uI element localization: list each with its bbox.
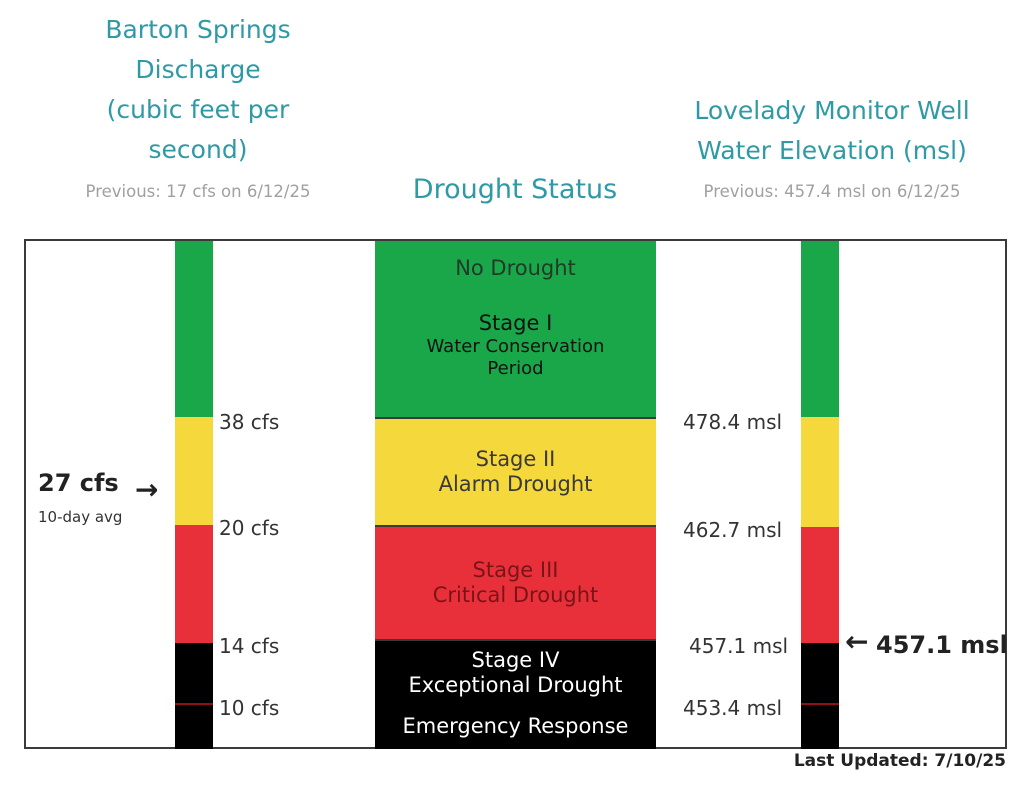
stage-2: Stage II Alarm Drought: [375, 417, 656, 525]
stage-label: No Drought: [455, 256, 576, 281]
discharge-tick: 38 cfs: [219, 410, 280, 434]
stage-label: Emergency Response: [402, 714, 629, 739]
discharge-title: Barton Springs Discharge (cubic feet per…: [88, 10, 308, 170]
stage-label: Exceptional Drought: [408, 673, 623, 697]
current-discharge-sublabel: 10-day avg: [38, 508, 123, 526]
elevation-title-line: Water Elevation (msl): [697, 136, 967, 165]
stage-3: Stage III Critical Drought: [375, 525, 656, 639]
discharge-title-line: Discharge: [135, 55, 261, 84]
elevation-bar-yellow: [801, 417, 839, 527]
elevation-tick: 462.7 msl: [683, 518, 783, 542]
elevation-bar-green: [801, 241, 839, 417]
stage-label: Stage II: [475, 446, 556, 471]
current-elevation-label: 457.1 msl: [876, 631, 1008, 659]
stage-1: Stage I Water Conservation Period: [375, 297, 656, 417]
elevation-bar: [801, 241, 839, 749]
discharge-bar-yellow: [175, 417, 213, 525]
elevation-tick: 478.4 msl: [683, 410, 783, 434]
elevation-bar-red: [801, 527, 839, 643]
elevation-arrow-icon: ←: [845, 625, 869, 658]
discharge-title-line: (cubic feet per: [106, 95, 290, 124]
last-updated: Last Updated: 7/10/25: [793, 751, 1006, 771]
discharge-arrow-icon: →: [135, 473, 159, 506]
discharge-tick: 14 cfs: [219, 634, 280, 658]
stage-label: Stage III: [472, 557, 559, 582]
discharge-bar-green: [175, 241, 213, 417]
elevation-emergency-line: [801, 703, 839, 705]
drought-status-title: Drought Status: [412, 174, 618, 205]
stage-no-drought: No Drought: [375, 241, 656, 297]
discharge-title-line: second): [148, 135, 248, 164]
elevation-bar-black: [801, 643, 839, 749]
drought-status-column: No Drought Stage I Water Conservation Pe…: [375, 241, 656, 749]
discharge-tick: 20 cfs: [219, 516, 280, 540]
stage-label: Period: [487, 357, 544, 379]
discharge-bar-black: [175, 643, 213, 749]
discharge-previous: Previous: 17 cfs on 6/12/25: [85, 182, 311, 201]
stage-label: Stage IV: [471, 647, 560, 672]
discharge-bar: [175, 241, 213, 749]
elevation-tick: 457.1 msl: [689, 634, 789, 658]
stage-emergency: Emergency Response: [375, 705, 656, 749]
discharge-tick: 10 cfs: [219, 696, 280, 720]
current-discharge-label: 27 cfs: [38, 469, 119, 497]
stage-4: Stage IV Exceptional Drought: [375, 639, 656, 705]
stage-label: Critical Drought: [432, 583, 599, 607]
discharge-emergency-line: [175, 703, 213, 705]
stage-label: Alarm Drought: [438, 472, 593, 496]
stage-label: Stage I: [478, 311, 553, 335]
stage-label: Water Conservation: [426, 336, 605, 358]
elevation-title: Lovelady Monitor Well Water Elevation (m…: [672, 91, 992, 171]
discharge-title-line: Barton Springs: [105, 15, 291, 44]
discharge-bar-red: [175, 525, 213, 643]
elevation-tick: 453.4 msl: [683, 696, 783, 720]
elevation-title-line: Lovelady Monitor Well: [694, 96, 970, 125]
elevation-previous: Previous: 457.4 msl on 6/12/25: [703, 182, 961, 201]
